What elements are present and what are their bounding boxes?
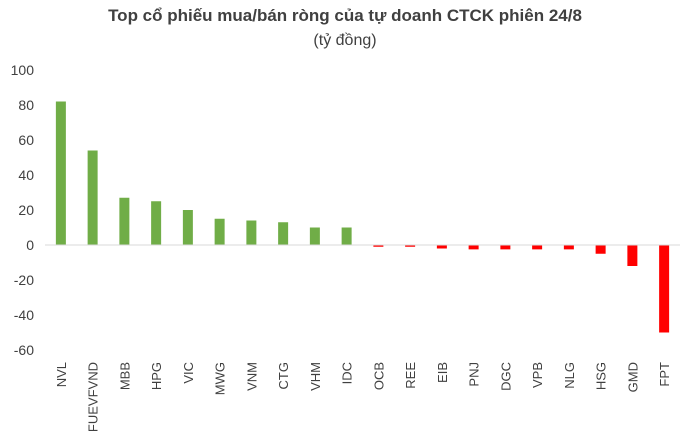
- bar-vnm: [246, 220, 257, 245]
- x-category-label: EIB: [435, 362, 450, 383]
- y-tick-label: 20: [18, 202, 34, 218]
- x-category-label: MWG: [213, 362, 228, 395]
- x-category-label: DGC: [498, 362, 513, 391]
- y-tick-label: 0: [26, 237, 34, 253]
- bar-mwg: [214, 218, 225, 245]
- bar-vpb: [532, 245, 543, 250]
- x-category-label: NLG: [562, 362, 577, 389]
- bar-ree: [405, 245, 416, 247]
- bar-dgc: [500, 245, 511, 250]
- x-category-label: IDC: [340, 362, 355, 384]
- x-category-label: REE: [403, 362, 418, 389]
- x-category-label: OCB: [371, 362, 386, 390]
- y-tick-label: 60: [18, 132, 34, 148]
- bar-gmd: [627, 245, 638, 266]
- bar-fpt: [659, 245, 670, 333]
- bar-vic: [182, 210, 193, 245]
- bar-eib: [436, 245, 447, 249]
- bar-nvl: [55, 101, 66, 245]
- x-category-label: FUEVFVND: [86, 362, 101, 432]
- x-category-label: PNJ: [467, 362, 482, 387]
- x-category-label: VHM: [308, 362, 323, 391]
- bar-idc: [341, 227, 352, 245]
- y-tick-label: 40: [18, 167, 34, 183]
- x-category-label: CTG: [276, 362, 291, 389]
- bar-hpg: [151, 201, 162, 245]
- bar-vhm: [309, 227, 320, 245]
- x-category-label: HPG: [149, 362, 164, 390]
- y-tick-label: -20: [14, 272, 34, 288]
- x-category-label: GMD: [625, 362, 640, 392]
- chart-subtitle: (tỷ đồng): [313, 32, 377, 49]
- y-tick-label: 100: [11, 62, 35, 78]
- y-tick-label: 80: [18, 97, 34, 113]
- x-category-label: VPB: [530, 362, 545, 388]
- x-category-label: VNM: [244, 362, 259, 391]
- x-category-label: NVL: [54, 362, 69, 387]
- bar-ocb: [373, 245, 384, 247]
- bar-mbb: [119, 197, 130, 245]
- x-category-label: FPT: [657, 362, 672, 387]
- x-category-label: MBB: [117, 362, 132, 390]
- bar-ctg: [278, 222, 289, 245]
- x-category-label: HSG: [594, 362, 609, 390]
- y-tick-label: -40: [14, 307, 34, 323]
- bar-pnj: [468, 245, 479, 250]
- chart-title: Top cổ phiếu mua/bán ròng của tự doanh C…: [108, 6, 582, 25]
- y-tick-label: -60: [14, 342, 34, 358]
- bar-nlg: [563, 245, 574, 250]
- bar-hsg: [595, 245, 606, 254]
- x-category-label: VIC: [181, 362, 196, 384]
- bar-fuevfvnd: [87, 150, 98, 245]
